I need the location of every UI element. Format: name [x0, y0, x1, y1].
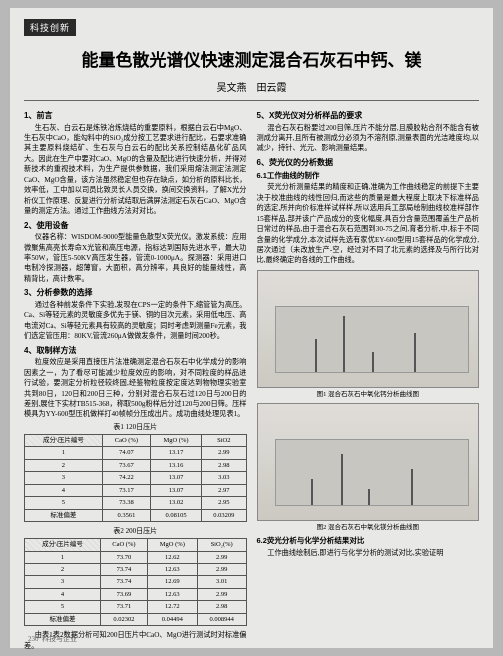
table-header: CaO (%)	[100, 539, 147, 551]
divider	[24, 100, 479, 101]
section-5-heading: 5、X荧光仪对分析样品的要求	[257, 110, 480, 122]
section-5-body: 混合石灰石粉要过200目筛,压片不能分层,且膜胶粘合剂不能含有被测成分离开,且所…	[257, 123, 480, 154]
table-row: 374.2213.073.03	[25, 472, 247, 484]
corner-tag: 科技创新	[24, 19, 76, 36]
page-footer: 230 科技与企业	[28, 634, 77, 644]
table-2: 成分\压片编号 CaO (%) MgO (%) SiO₂(%) 173.7012…	[24, 538, 247, 626]
table-row: 成分\压片编号 CaO (%) MgO (%) SiO₂(%)	[25, 539, 247, 551]
table-2-caption: 表2 200日压片	[24, 526, 247, 536]
table-row: 573.3813.022.95	[25, 497, 247, 509]
section-1-body: 生石灰、白云石是炼铁冶炼烧结的重要原料，根据白云石中MgO、生石灰中CaO，能勾…	[24, 123, 247, 217]
figure-2-caption: 图2 混合石灰石中氧化镁分析曲线图	[257, 523, 480, 532]
table-row: 成分\压片编号 CaO (%) MgO (%) SiO2	[25, 435, 247, 447]
section-6-heading: 6、荧光仪的分析数据	[257, 157, 480, 169]
authors: 吴文燕 田云霞	[24, 79, 479, 94]
table-header: SiO₂(%)	[197, 539, 246, 551]
page: 科技创新 能量色散光谱仪快速测定混合石灰石中钙、镁 吴文燕 田云霞 1、前言 生…	[10, 8, 493, 648]
section-2-heading: 2、使用设备	[24, 220, 247, 232]
spectrum-plot	[275, 439, 469, 506]
section-6-1-body: 荧光分析测量结果的精度和正确,准确为工作曲线稳定的前提下主要决于校准曲线的线性回…	[257, 182, 480, 266]
table-1: 成分\压片编号 CaO (%) MgO (%) SiO2 174.0713.17…	[24, 434, 247, 522]
section-4-body: 粒度效应是采用直接压片法准确测定混合石灰石中化学成分的影响因素之一，为了看尽可能…	[24, 357, 247, 420]
table-header: 成分\压片编号	[25, 539, 101, 551]
table-row: 273.6713.162.98	[25, 459, 247, 471]
table-row: 573.7112.722.98	[25, 601, 247, 613]
table-header: CaO (%)	[102, 435, 150, 447]
figure-1-caption: 图1 混合石灰石中氧化钙分析曲线图	[257, 390, 480, 399]
spectrum-plot	[275, 306, 469, 373]
section-6-2-body: 工作曲线绘制后,即进行与化学分析的测试对比,实验证明	[257, 548, 480, 558]
section-6-2-heading: 6.2荧光分析与化学分析结果对比	[257, 536, 480, 547]
section-6-1-heading: 6.1工作曲线的制作	[257, 171, 480, 182]
table-row: 标准偏差0.023020.044940.008944	[25, 613, 247, 625]
section-1-heading: 1、前言	[24, 110, 247, 122]
table-header: MgO (%)	[150, 435, 201, 447]
section-4-heading: 4、取制样方法	[24, 345, 247, 357]
table-row: 174.0713.172.99	[25, 447, 247, 459]
table-row: 273.7412.632.99	[25, 563, 247, 575]
section-3-heading: 3、分析参数的选择	[24, 287, 247, 299]
page-number: 230	[28, 635, 39, 643]
left-column: 1、前言 生石灰、白云石是炼铁冶炼烧结的重要原料，根据白云石中MgO、生石灰中C…	[24, 107, 247, 653]
right-column: 5、X荧光仪对分析样品的要求 混合石灰石粉要过200目筛,压片不能分层,且膜胶粘…	[257, 107, 480, 653]
article-title: 能量色散光谱仪快速测定混合石灰石中钙、镁	[24, 46, 479, 71]
figure-1	[257, 270, 480, 388]
two-column-layout: 1、前言 生石灰、白云石是炼铁冶炼烧结的重要原料，根据白云石中MgO、生石灰中C…	[24, 107, 479, 653]
table-row: 标准偏差0.35610.081050.03209	[25, 509, 247, 521]
table-1-caption: 表1 120日压片	[24, 422, 247, 432]
section-3-body: 通过各种前发条件下实验,发现在CPS一定的条件下,缩管管为高压。Ca、Si等轻元…	[24, 300, 247, 342]
table-header: MgO (%)	[147, 539, 197, 551]
table-row: 473.6912.632.99	[25, 588, 247, 600]
section-2-body: 仪器名称：WISDOM-9000型能量色散型X荧光仪。激发系统：应用微聚焦高亮长…	[24, 232, 247, 284]
table-header: SiO2	[202, 435, 246, 447]
figure-2	[257, 403, 480, 521]
journal-name: 科技与企业	[42, 635, 77, 643]
table-row: 473.1713.072.97	[25, 484, 247, 496]
table-header: 成分\压片编号	[25, 435, 103, 447]
table-row: 173.7012.622.99	[25, 551, 247, 563]
table-row: 373.7412.693.01	[25, 576, 247, 588]
